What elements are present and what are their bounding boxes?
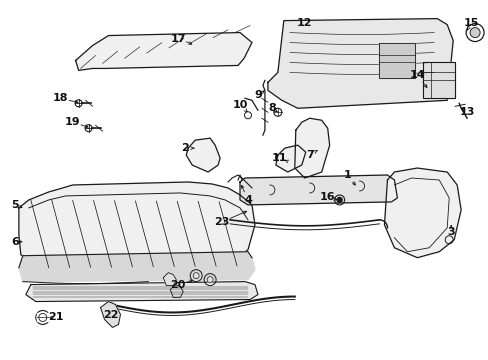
Polygon shape xyxy=(19,252,254,282)
Text: 6: 6 xyxy=(11,237,19,247)
Polygon shape xyxy=(19,182,254,275)
Text: 8: 8 xyxy=(267,103,275,113)
Text: 19: 19 xyxy=(65,117,81,127)
Polygon shape xyxy=(423,62,454,98)
Polygon shape xyxy=(275,145,305,172)
Polygon shape xyxy=(37,314,49,321)
Text: 14: 14 xyxy=(408,71,424,80)
Text: 13: 13 xyxy=(459,107,474,117)
Polygon shape xyxy=(76,32,251,71)
Text: 16: 16 xyxy=(319,192,335,202)
Text: 5: 5 xyxy=(11,200,19,210)
Polygon shape xyxy=(267,19,452,108)
Circle shape xyxy=(469,28,479,37)
Text: 17: 17 xyxy=(170,33,185,44)
Text: 11: 11 xyxy=(271,153,287,163)
Circle shape xyxy=(193,273,199,279)
Text: 10: 10 xyxy=(232,100,247,110)
Text: 1: 1 xyxy=(343,170,351,180)
Polygon shape xyxy=(26,282,258,302)
Polygon shape xyxy=(379,42,414,78)
Polygon shape xyxy=(163,273,176,285)
Circle shape xyxy=(336,197,342,202)
Polygon shape xyxy=(186,138,220,172)
Text: 2: 2 xyxy=(181,143,189,153)
Text: 12: 12 xyxy=(296,18,312,28)
Circle shape xyxy=(207,276,213,283)
Text: 3: 3 xyxy=(447,227,454,237)
Text: 23: 23 xyxy=(214,217,229,227)
Text: 9: 9 xyxy=(253,90,262,100)
Text: 20: 20 xyxy=(170,280,185,289)
Polygon shape xyxy=(294,118,329,178)
Text: 4: 4 xyxy=(244,195,251,205)
Text: 22: 22 xyxy=(102,310,118,320)
Text: 18: 18 xyxy=(53,93,68,103)
Polygon shape xyxy=(384,168,460,258)
Polygon shape xyxy=(240,175,397,205)
Text: 21: 21 xyxy=(48,312,63,323)
Text: 15: 15 xyxy=(463,18,478,28)
Polygon shape xyxy=(101,302,120,328)
Polygon shape xyxy=(170,285,183,298)
Text: 7: 7 xyxy=(305,150,313,160)
